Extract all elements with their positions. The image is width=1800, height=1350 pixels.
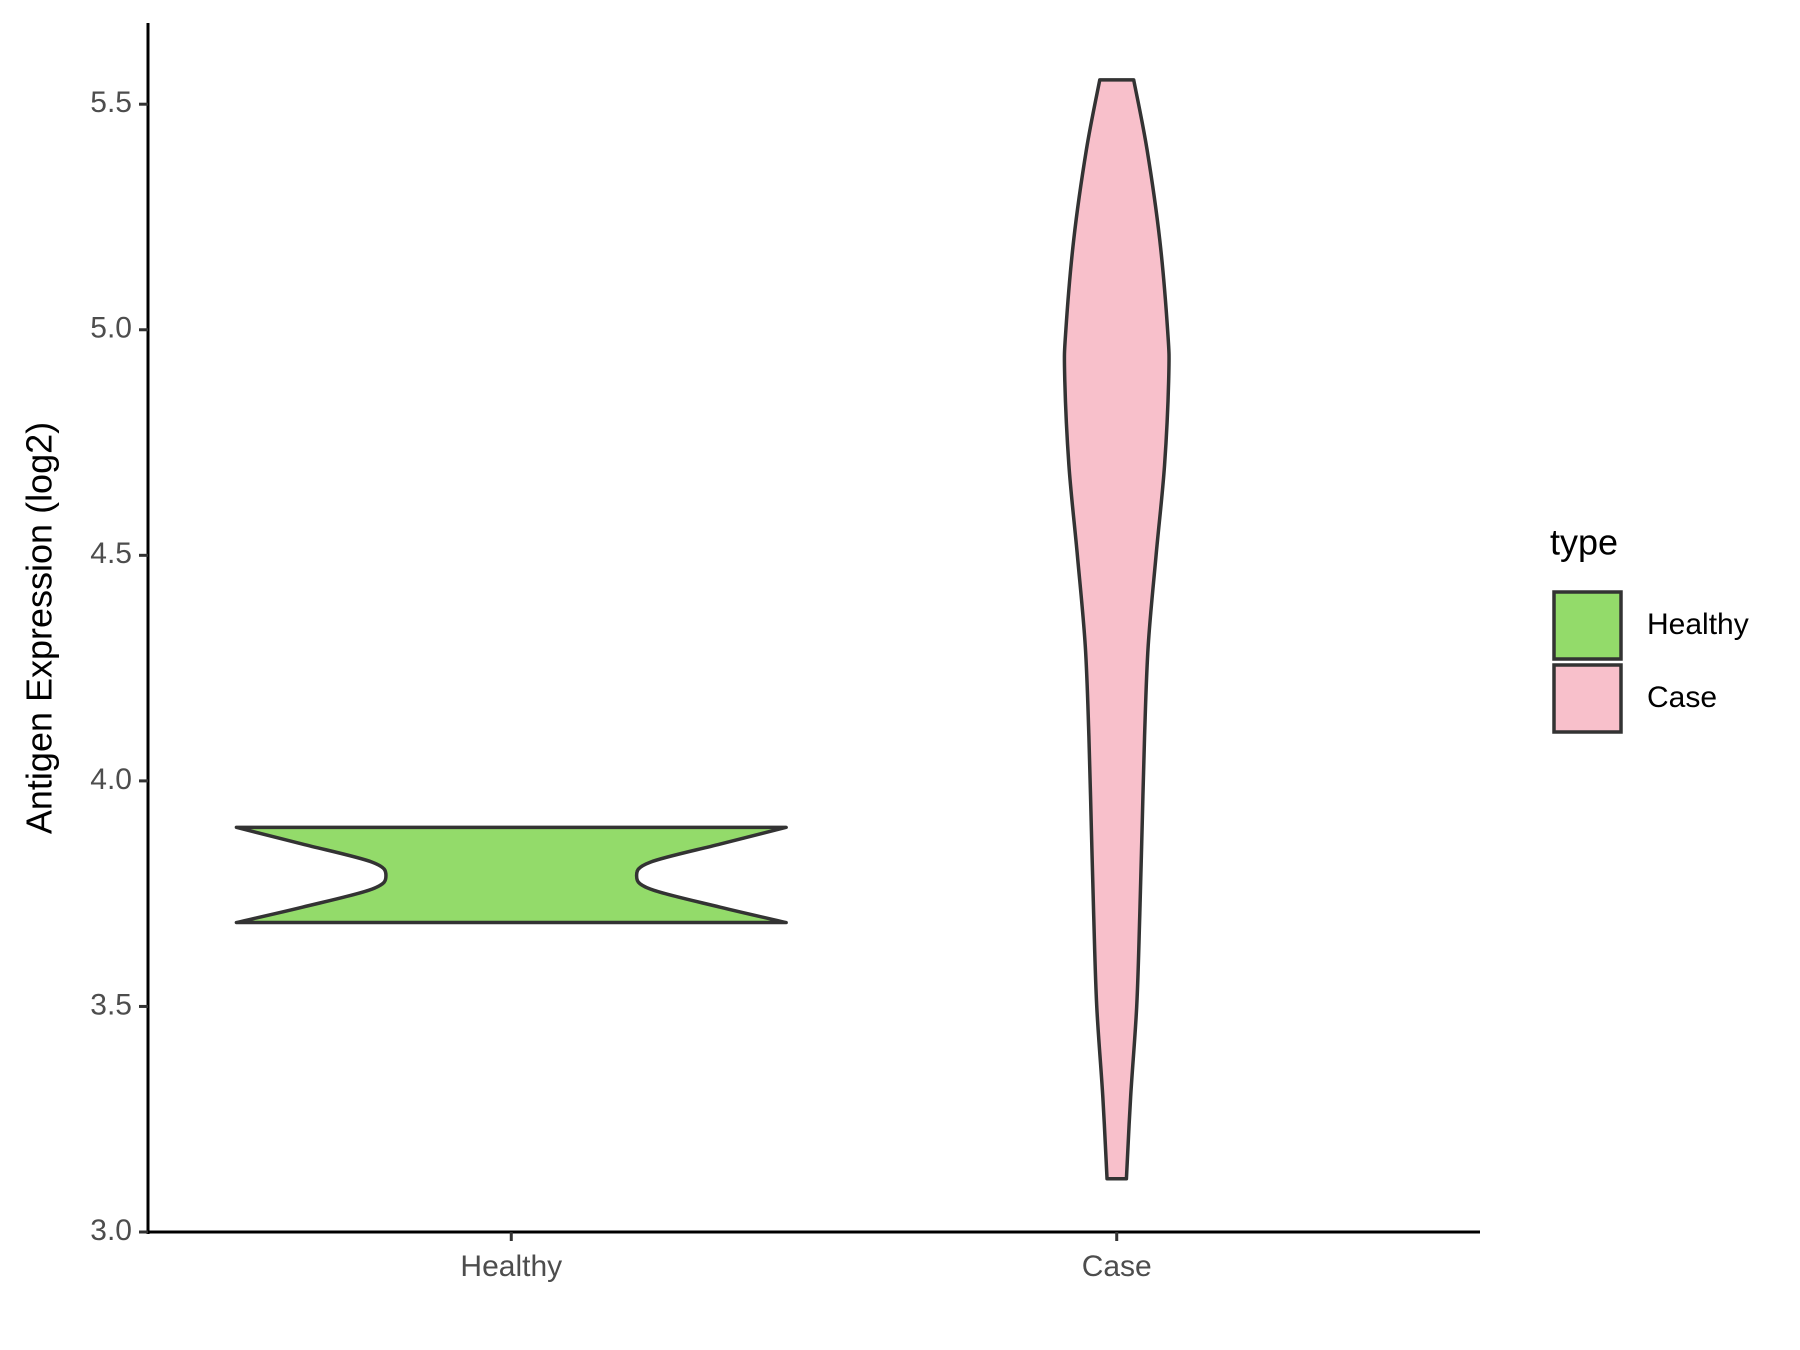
y-tick-label: 5.5	[90, 86, 132, 119]
legend-label: Case	[1647, 681, 1717, 714]
y-tick-label: 4.0	[90, 763, 132, 796]
legend-title: type	[1550, 522, 1618, 563]
y-tick-label: 5.0	[90, 312, 132, 345]
legend-key	[1552, 590, 1623, 661]
legend-label: Healthy	[1647, 608, 1749, 641]
y-tick-label: 3.5	[90, 988, 132, 1021]
y-axis-label: Antigen Expression (log2)	[19, 422, 60, 834]
y-tick-label: 4.5	[90, 537, 132, 570]
y-tick-label: 3.0	[90, 1214, 132, 1247]
legend-key	[1552, 663, 1623, 734]
x-tick-label: Case	[1082, 1250, 1152, 1283]
violin	[234, 825, 788, 925]
violin	[1062, 78, 1171, 1181]
x-tick-label: Healthy	[460, 1250, 562, 1283]
